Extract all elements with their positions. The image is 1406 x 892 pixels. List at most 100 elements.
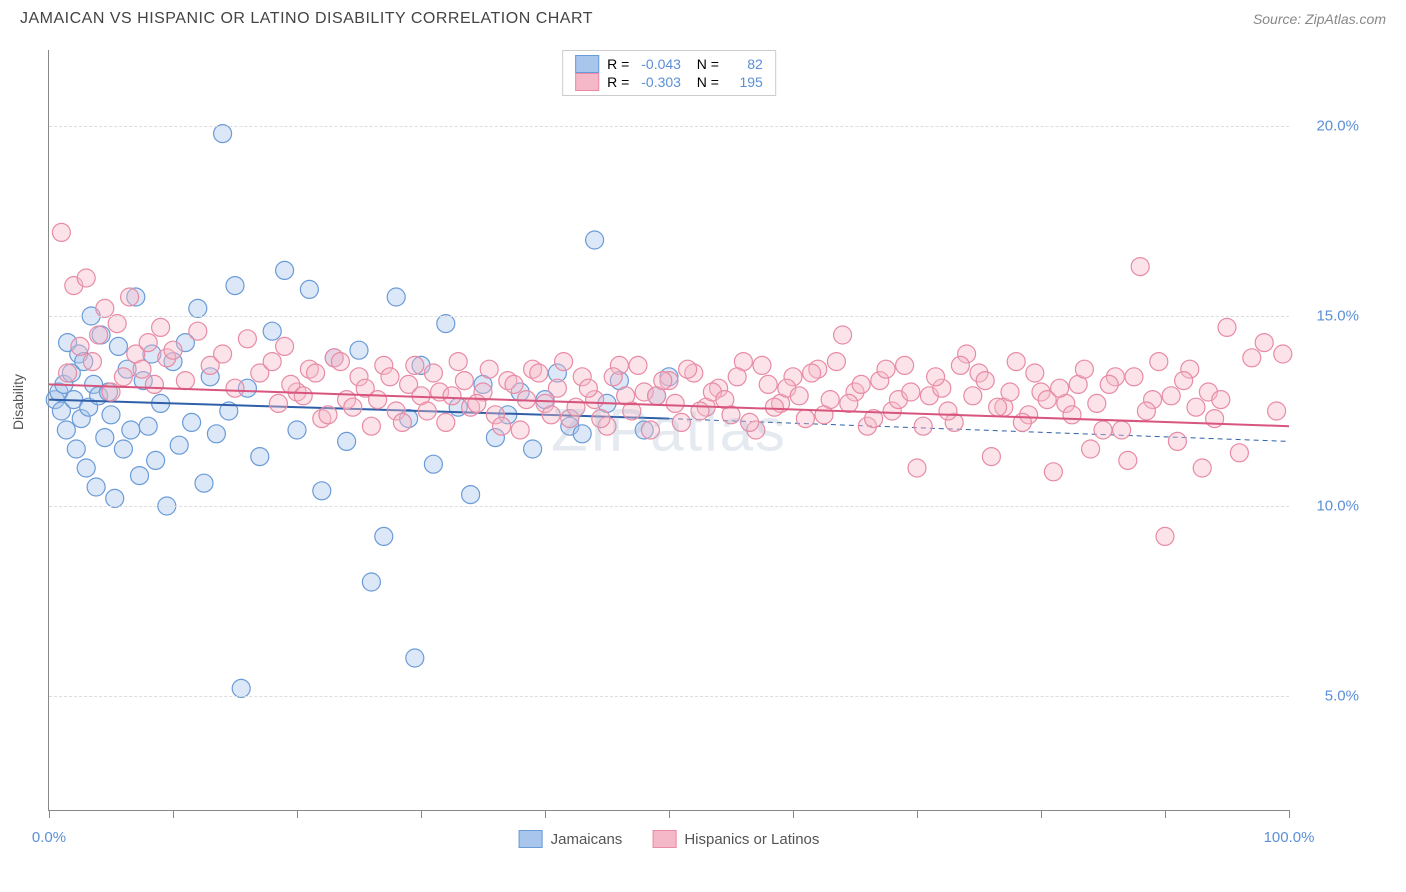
data-point [1113,421,1131,439]
legend-n-value: 82 [731,56,763,72]
series-legend-item: Jamaicans [519,830,623,848]
data-point [387,288,405,306]
data-point [189,322,207,340]
data-point [176,372,194,390]
data-point [964,387,982,405]
data-point [877,360,895,378]
data-point [511,421,529,439]
x-tick [173,810,174,818]
y-tick-label: 10.0% [1316,498,1359,515]
x-tick-label: 0.0% [32,829,66,846]
x-tick [917,810,918,818]
data-point [834,326,852,344]
data-point [902,383,920,401]
gridline [49,696,1289,697]
stats-legend: R = -0.043 N = 82R = -0.303 N = 195 [562,50,776,96]
data-point [542,406,560,424]
data-point [406,356,424,374]
data-point [796,410,814,428]
data-point [976,372,994,390]
data-point [790,387,808,405]
data-point [362,573,380,591]
gridline [49,126,1289,127]
data-point [555,353,573,371]
legend-row: R = -0.303 N = 195 [575,73,763,91]
data-point [852,375,870,393]
y-tick-label: 20.0% [1316,118,1359,135]
data-point [57,421,75,439]
data-point [139,417,157,435]
x-tick [421,810,422,818]
series-name: Hispanics or Latinos [684,831,819,848]
x-tick [545,810,546,818]
legend-n-value: 195 [731,74,763,90]
gridline [49,316,1289,317]
data-point [1119,451,1137,469]
data-point [1268,402,1286,420]
data-point [989,398,1007,416]
data-point [1001,383,1019,401]
data-point [982,448,1000,466]
data-point [827,353,845,371]
data-point [313,482,331,500]
data-point [90,326,108,344]
data-point [1063,406,1081,424]
data-point [307,364,325,382]
data-point [1007,353,1025,371]
data-point [939,402,957,420]
data-point [716,391,734,409]
data-point [147,451,165,469]
data-point [87,478,105,496]
data-point [263,353,281,371]
series-legend: Jamaicans Hispanics or Latinos [519,830,820,848]
data-point [170,436,188,454]
data-point [927,368,945,386]
data-point [108,315,126,333]
data-point [592,410,610,428]
data-point [629,356,647,374]
source-label: Source: ZipAtlas.com [1253,11,1386,27]
data-point [586,231,604,249]
data-point [493,417,511,435]
data-point [52,223,70,241]
data-point [759,375,777,393]
data-point [908,459,926,477]
data-point [338,432,356,450]
data-point [641,421,659,439]
data-point [654,372,672,390]
data-point [728,368,746,386]
data-point [114,368,132,386]
data-point [1075,360,1093,378]
data-point [753,356,771,374]
chart-title: JAMAICAN VS HISPANIC OR LATINO DISABILIT… [20,10,593,28]
data-point [331,353,349,371]
data-point [114,440,132,458]
data-point [183,413,201,431]
data-point [350,341,368,359]
data-point [1162,387,1180,405]
data-point [815,406,833,424]
data-point [106,489,124,507]
data-point [437,413,455,431]
data-point [418,402,436,420]
data-point [1094,421,1112,439]
legend-swatch [575,73,599,91]
data-point [131,467,149,485]
data-point [672,413,690,431]
data-point [226,379,244,397]
data-point [214,125,232,143]
data-point [121,288,139,306]
data-point [195,474,213,492]
data-point [71,337,89,355]
legend-swatch [519,830,543,848]
data-point [1212,391,1230,409]
data-point [238,330,256,348]
data-point [1187,398,1205,416]
data-point [1230,444,1248,462]
data-point [1193,459,1211,477]
data-point [300,280,318,298]
data-point [164,341,182,359]
data-point [214,345,232,363]
legend-swatch [575,55,599,73]
data-point [139,334,157,352]
